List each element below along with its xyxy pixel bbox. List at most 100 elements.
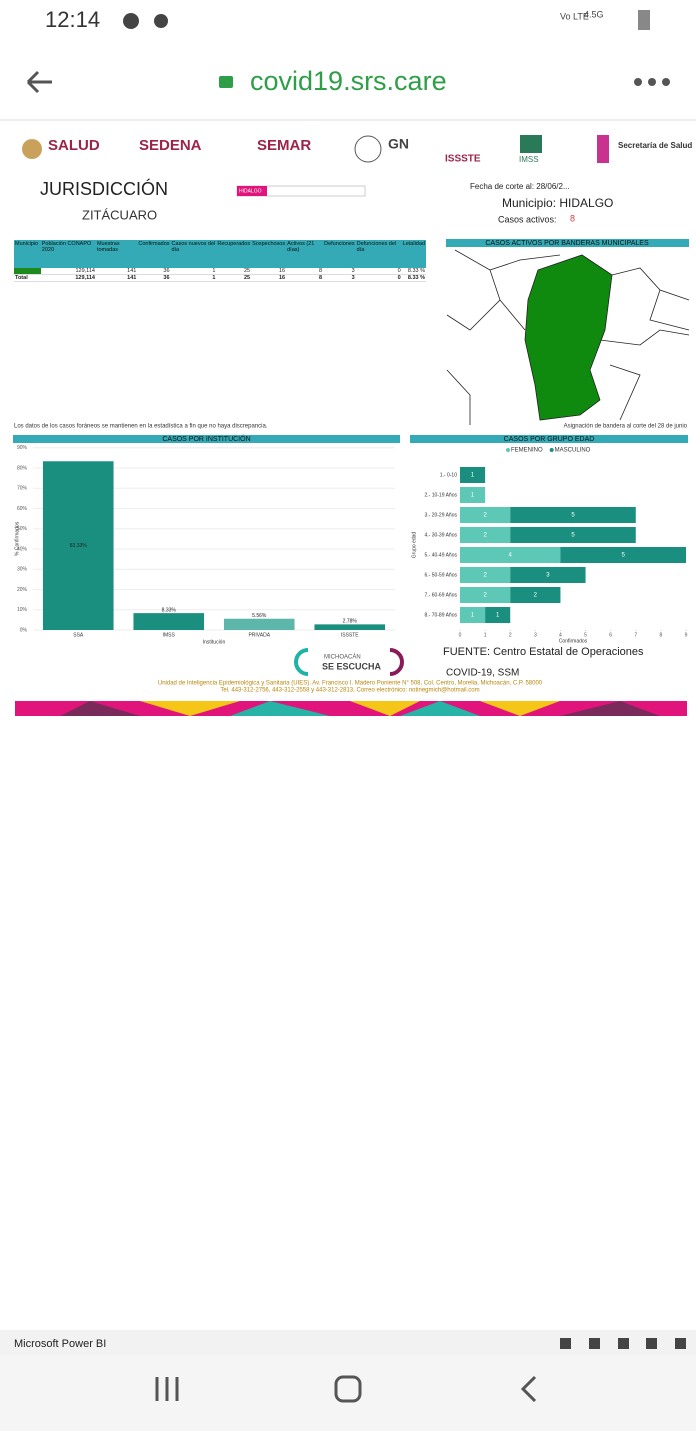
x-tick-label: PRIVADA <box>248 632 270 638</box>
icon <box>123 13 139 29</box>
bar-segment <box>460 567 511 583</box>
url[interactable]: covid19.srs.care <box>250 66 447 96</box>
y-tick-label: 0% <box>20 627 28 633</box>
logo-icon <box>520 135 542 153</box>
table-cell: 16 <box>251 268 287 275</box>
table-cell: 8 <box>286 268 324 275</box>
menu-button[interactable] <box>634 78 670 86</box>
bar-segment <box>460 547 561 563</box>
source: FUENTE: Centro Estatal de Operaciones <box>443 646 644 658</box>
recent-button[interactable] <box>155 1377 179 1401</box>
back-button[interactable] <box>26 70 52 94</box>
filter-chip[interactable] <box>237 186 267 196</box>
logo: SEMAR <box>257 137 311 154</box>
column-header: Casos nuevos del día <box>170 240 217 268</box>
map-region <box>524 254 613 421</box>
data-label: 83.33% <box>70 543 88 549</box>
bar <box>133 613 205 630</box>
activos-label: Casos activos: <box>498 214 557 224</box>
x-axis-label: Confirmados <box>559 638 588 644</box>
data-label: 1 <box>471 493 475 499</box>
date: Fecha de corte al: 28/06/2... <box>470 182 570 191</box>
data-label: 2 <box>534 593 538 599</box>
logo: GN <box>388 136 409 152</box>
filter-label: HIDALGO <box>239 188 262 194</box>
x-tick-label: 3 <box>534 632 537 638</box>
map-title: CASOS ACTIVOS POR BANDERAS MUNICIPALES <box>485 240 649 247</box>
y-tick-label: 2.- 10-19 Años <box>424 492 457 498</box>
column-header: Defunciones del día <box>355 240 402 268</box>
table-cell: 129,114 <box>40 274 96 282</box>
map-note: Asignación de bandera al corte del 28 de… <box>564 424 688 430</box>
table-cell: 8.33 % <box>401 268 426 275</box>
y-tick-label: 50% <box>17 526 28 532</box>
data-table: Municipio Población CONAPO 2020 Muestras t… <box>14 240 426 282</box>
table-cell: 36 <box>137 268 171 275</box>
y-tick-label: 4.- 30-39 Años <box>424 532 457 538</box>
x-tick-label: 7 <box>634 632 637 638</box>
network: Vo LTE <box>560 11 589 21</box>
data-label: 3 <box>546 573 550 579</box>
bar <box>223 618 295 630</box>
table-cell: Total <box>14 274 41 282</box>
y-tick-label: 70% <box>17 486 28 492</box>
back-nav[interactable] <box>520 1375 537 1403</box>
data-label: 8.33% <box>162 607 177 613</box>
column-header: Activos (21 días) <box>286 240 324 268</box>
column-header: Recuperados <box>216 240 252 268</box>
table-cell: 3 <box>323 274 356 282</box>
y-axis-label: Grupo edad <box>411 532 417 559</box>
y-tick-label: 10% <box>17 607 28 613</box>
table-cell: 8 <box>286 274 324 282</box>
y-tick-label: 8.- 70-89 Años <box>424 612 457 618</box>
column-header: Población CONAPO 2020 <box>40 240 96 268</box>
app-name: Microsoft Power BI <box>14 1338 106 1350</box>
table-cell: 25 <box>216 274 252 282</box>
table-cell: 141 <box>95 274 138 282</box>
table-cell: 25 <box>216 268 252 275</box>
bar-segment <box>460 607 486 623</box>
legend-label: FEMENINO <box>511 448 543 454</box>
chart-title-bar <box>410 435 688 443</box>
legend-swatch <box>549 448 554 452</box>
activos-value: 8 <box>570 213 575 223</box>
logo-icon <box>354 135 382 163</box>
share-icons[interactable] <box>560 1338 686 1349</box>
column-header: Defunciones <box>323 240 356 268</box>
x-tick-label: 0 <box>459 632 462 638</box>
y-tick-label: 20% <box>17 587 28 593</box>
data-label: 1 <box>496 613 500 619</box>
data-label: 2 <box>483 533 487 539</box>
flag-strip <box>15 701 687 716</box>
column-header: Sospechosos <box>251 240 287 268</box>
bar <box>42 461 114 630</box>
data-label: 2.78% <box>343 619 358 625</box>
column-header: Confirmados <box>137 240 171 268</box>
x-tick-label: 9 <box>685 632 688 638</box>
home-button[interactable] <box>334 1375 362 1403</box>
x-tick-label: ISSSTE <box>341 632 359 638</box>
table-cell: 36 <box>137 274 171 282</box>
column-header: Municipio <box>14 240 41 268</box>
table-cell: 0 <box>355 268 402 275</box>
x-tick-label: SSA <box>73 632 84 638</box>
logo: ISSSTE <box>445 154 481 165</box>
x-tick-label: 5 <box>584 632 587 638</box>
bar-segment <box>460 467 486 483</box>
data-label: 5 <box>571 513 575 519</box>
bar-segment <box>510 567 586 583</box>
y-tick-label: 3.- 20-29 Años <box>424 512 457 518</box>
table-cell: 0 <box>355 274 402 282</box>
map-title-bar <box>446 239 689 247</box>
brand-icon <box>389 648 404 676</box>
x-axis-label: Institución <box>203 639 226 645</box>
column-header: Letalidad <box>401 240 426 268</box>
speed: 4.5G <box>584 9 604 19</box>
subtitle: ZITÁCUARO <box>82 207 157 222</box>
table-cell: 129,114 <box>40 268 96 275</box>
bar-segment <box>460 487 486 503</box>
battery <box>638 10 650 30</box>
logo: Secretaría de Salud <box>618 141 692 150</box>
